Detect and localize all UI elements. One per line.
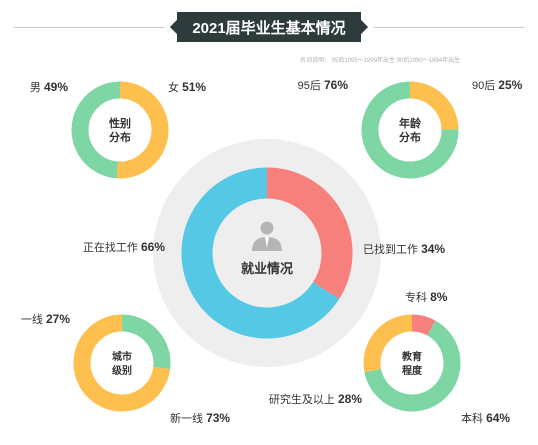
- education-center-label-0: 教育: [401, 350, 422, 363]
- employment-center-label: 就业情况: [241, 261, 293, 276]
- title-rule-right: [374, 27, 524, 28]
- age-slice-label-0: 90后 25%: [472, 78, 523, 92]
- city-center-label-1: 级别: [111, 364, 132, 377]
- education-center-label-1: 程度: [402, 364, 423, 377]
- education-slice-0: [411, 314, 436, 336]
- age-slice-label-1: 95后 76%: [298, 78, 349, 92]
- city-slice-label-1: 新一线 73%: [170, 411, 230, 425]
- city-center-label-0: 城市: [112, 350, 132, 363]
- age-slice-1: [361, 81, 459, 179]
- education-slice-label-2: 研究生及以上 28%: [269, 392, 362, 406]
- person-icon-tie: [265, 237, 269, 248]
- city-slice-label-0: 一线 27%: [21, 312, 70, 326]
- age-center-label-1: 分布: [399, 130, 421, 144]
- gender-slice-0: [116, 81, 169, 179]
- gender-center-label-1: 分布: [109, 130, 131, 144]
- title-rule-left: [14, 27, 164, 28]
- employment-slice-0: [266, 167, 353, 299]
- education-slice-2: [363, 314, 413, 373]
- person-icon-head: [260, 221, 274, 235]
- employment-slice-label-1: 正在找工作 66%: [83, 240, 165, 254]
- age-center-label-0: 年龄: [399, 116, 422, 130]
- gender-slice-1: [71, 81, 121, 179]
- education-slice-label-1: 本科 64%: [461, 411, 510, 425]
- page-title: 2021届毕业生基本情况: [177, 12, 361, 42]
- age-slice-0: [409, 81, 459, 131]
- age-definition-note: 名词说明： 95后1995～1999年出生 90后1990～1994年出生: [300, 58, 461, 64]
- page-title-text: 2021届毕业生基本情况: [192, 19, 346, 37]
- education-slice-label-0: 专科 8%: [405, 290, 448, 304]
- city-slice-1: [73, 314, 171, 412]
- education-slice-1: [364, 320, 461, 412]
- gender-slice-label-1: 男 49%: [30, 80, 68, 94]
- employment-slice-1: [181, 167, 340, 339]
- gender-center-label-0: 性别: [109, 116, 131, 130]
- employment-slice-label-0: 已找到工作 34%: [363, 242, 445, 256]
- city-slice-0: [121, 314, 171, 370]
- gender-slice-label-0: 女 51%: [168, 80, 206, 94]
